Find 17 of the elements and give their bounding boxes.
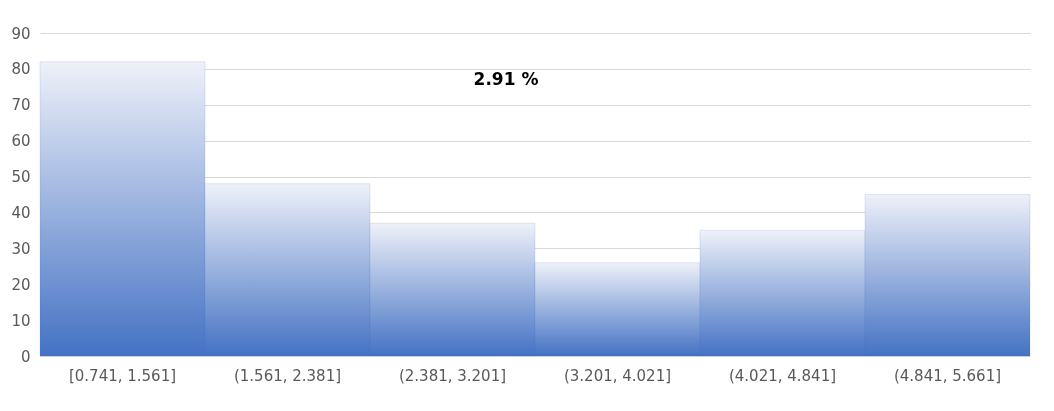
y-tick-label: 90: [11, 24, 31, 43]
x-tick-label: (4.021, 4.841]: [728, 366, 837, 385]
y-tick-label: 60: [11, 132, 31, 151]
y-tick-label: 0: [20, 347, 31, 366]
x-tick-label: (1.561, 2.381]: [233, 366, 342, 385]
y-tick-label: 80: [11, 60, 31, 79]
y-tick-label: 20: [11, 275, 31, 294]
y-tick-label: 40: [11, 203, 31, 222]
y-tick-label: 50: [11, 168, 31, 187]
annotation: 2.91 %: [473, 69, 539, 89]
y-tick-label: 10: [11, 311, 31, 330]
x-tick-label: (4.841, 5.661]: [893, 366, 1002, 385]
y-tick-label: 30: [11, 239, 31, 258]
x-tick-label: (3.201, 4.021]: [563, 366, 672, 385]
x-tick-label: (2.381, 3.201]: [398, 366, 507, 385]
y-tick-label: 70: [11, 96, 31, 115]
x-tick-label: [0.741, 1.561]: [68, 366, 177, 385]
